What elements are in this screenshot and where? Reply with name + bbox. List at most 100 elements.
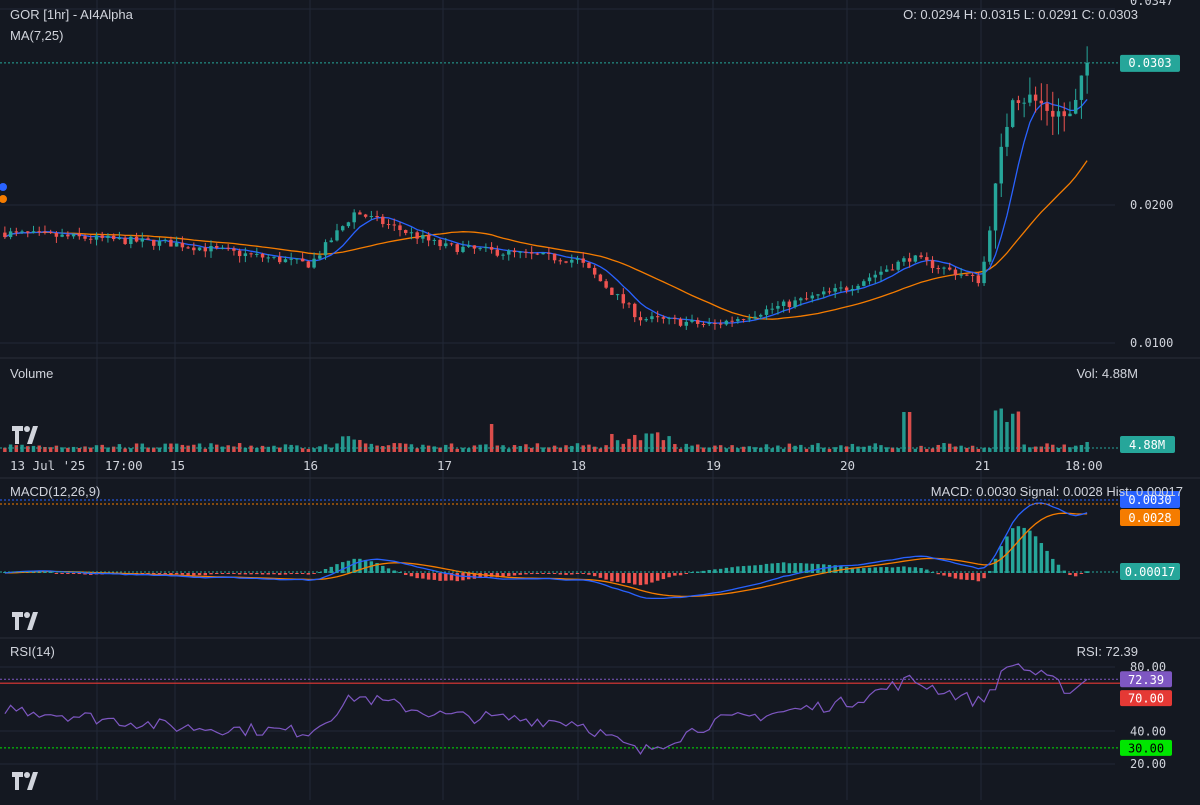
macd-histogram-bar <box>833 565 837 573</box>
candle <box>169 236 173 247</box>
volume-bar <box>54 445 59 452</box>
macd-histogram-bar <box>260 573 265 575</box>
volume-badge <box>1120 436 1175 453</box>
rsi-readout: RSI: 72.39 <box>1076 644 1138 659</box>
macd-histogram-bar <box>862 568 866 573</box>
candle <box>129 235 133 249</box>
candle-body <box>501 254 505 256</box>
macd-histogram-bar <box>272 573 276 575</box>
macd-label[interactable]: MACD(12,26,9) <box>10 484 101 499</box>
candle-body <box>249 253 253 255</box>
macd-histogram-bar <box>209 573 213 575</box>
volume-bar <box>936 444 940 452</box>
candle-body <box>781 301 786 306</box>
candle-body <box>461 246 465 252</box>
candle-body <box>1005 126 1009 147</box>
candle <box>890 263 895 271</box>
macd-histogram-bar <box>507 573 511 577</box>
candle-body <box>644 319 648 321</box>
macd-histogram-bar <box>306 573 311 575</box>
candle-body <box>707 323 711 325</box>
tradingview-logo-icon[interactable] <box>12 612 44 630</box>
macd-histogram-bar <box>965 573 969 580</box>
candle-body <box>1073 99 1078 114</box>
macd-histogram-bar <box>879 567 883 573</box>
candle <box>816 294 820 301</box>
volume-bar <box>255 447 259 452</box>
volume-bar <box>1028 447 1032 452</box>
rsi-label[interactable]: RSI(14) <box>10 644 55 659</box>
volume-bar <box>392 443 396 452</box>
volume-bar <box>129 448 133 452</box>
volume-bar <box>919 445 923 452</box>
volume-pane <box>0 408 1120 452</box>
candle-body <box>524 251 528 253</box>
macd-histogram-bar <box>873 567 877 573</box>
macd-histogram-bar <box>335 564 339 573</box>
macd-histogram-bar <box>970 573 975 581</box>
volume-bar <box>833 447 837 452</box>
candle <box>925 252 929 266</box>
macd-histogram-bar <box>707 569 711 573</box>
volume-bar <box>976 448 981 452</box>
candle-body <box>318 255 322 259</box>
candle-body <box>678 318 683 326</box>
ma-indicator-label[interactable]: MA(7,25) <box>10 28 64 43</box>
candle-body <box>827 291 832 293</box>
macd-histogram-bar <box>1005 536 1009 573</box>
candle-body <box>907 258 912 262</box>
time-tick-label: 16 <box>303 458 318 473</box>
candle-body <box>266 257 270 259</box>
candle <box>312 252 316 269</box>
candle <box>318 250 322 261</box>
macd-histogram-bar <box>495 573 500 578</box>
candle <box>833 283 837 299</box>
candle <box>936 265 940 274</box>
volume-bar <box>89 447 93 452</box>
candle-body <box>976 275 981 284</box>
candle-body <box>186 247 190 249</box>
time-tick-label: 19 <box>706 458 721 473</box>
macd-histogram-bar <box>323 569 328 573</box>
candle <box>524 248 528 258</box>
volume-bar <box>953 446 958 452</box>
candle-body <box>289 258 293 260</box>
ma7-marker <box>0 183 7 191</box>
candle-body <box>615 294 620 296</box>
tradingview-logo-icon[interactable] <box>12 772 44 790</box>
macd-histogram-bar <box>741 566 746 573</box>
tradingview-logo-icon[interactable] <box>12 426 44 444</box>
candle <box>54 231 59 243</box>
candle <box>587 261 591 269</box>
candle <box>20 229 24 234</box>
volume-bar <box>592 446 597 452</box>
volume-bar <box>226 445 230 452</box>
candle <box>444 237 448 249</box>
candle-body <box>37 231 41 233</box>
volume-bar <box>884 447 889 452</box>
price-tick-label: 0.0347 <box>1130 0 1173 8</box>
volume-bar <box>541 447 545 452</box>
candle <box>323 239 328 260</box>
candle-body <box>358 212 362 215</box>
volume-bar <box>512 445 517 452</box>
candle <box>839 281 843 292</box>
macd-histogram-bar <box>913 567 918 573</box>
volume-bar <box>959 445 963 452</box>
candle-body <box>283 259 288 263</box>
candle <box>896 260 900 272</box>
macd-histogram-bar <box>575 573 580 574</box>
macd-histogram-bar <box>558 573 563 575</box>
candle-body <box>54 233 59 237</box>
macd-histogram-bar <box>455 573 459 582</box>
candle-body <box>896 261 900 270</box>
volume-bar <box>988 448 992 452</box>
volume-label[interactable]: Volume <box>10 366 54 381</box>
candle-body <box>363 214 368 217</box>
candle-body <box>747 318 752 320</box>
macd-histogram-bar <box>759 564 763 573</box>
volume-bar <box>764 444 769 452</box>
candle <box>426 232 431 247</box>
